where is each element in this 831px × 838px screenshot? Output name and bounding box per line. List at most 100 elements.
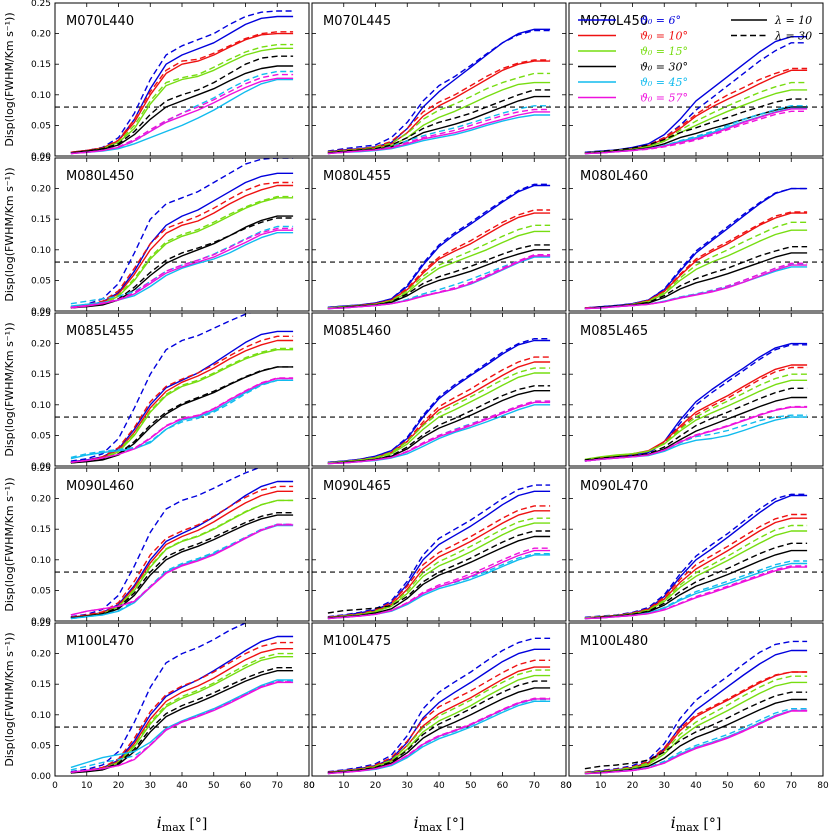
series-theta45-lambda30 <box>327 105 551 155</box>
series-theta10-lambda10 <box>327 666 551 773</box>
series-theta10-lambda30 <box>327 505 551 618</box>
y-tick-label: 0.10 <box>31 401 51 411</box>
y-tick-label: 0.10 <box>31 711 51 721</box>
panel-title: M070L440 <box>66 14 134 29</box>
panel-M070L445: M070L445 <box>311 2 567 157</box>
y-tick-label: 0.00 <box>31 462 51 472</box>
series-theta10-lambda30 <box>70 31 294 153</box>
panel-title: M100L475 <box>323 634 391 649</box>
series-theta57-lambda10 <box>327 401 551 465</box>
panel-title: M080L450 <box>66 169 134 184</box>
series-theta30-lambda10 <box>70 215 294 309</box>
y-tick-label: 0.00 <box>31 152 51 162</box>
series-theta15-lambda30 <box>327 72 551 153</box>
series-theta57-lambda30 <box>327 697 551 775</box>
series-theta57-lambda30 <box>70 681 294 773</box>
x-tick-label: 30 <box>659 781 671 791</box>
series-theta15-lambda10 <box>70 47 294 154</box>
series-theta6-lambda30 <box>327 637 551 773</box>
y-tick-label: 0.20 <box>31 495 51 505</box>
x-tick-label: 0 <box>566 781 572 791</box>
x-tick-label: 50 <box>208 781 220 791</box>
series-theta30-lambda10 <box>584 698 808 775</box>
series-theta6-lambda10 <box>327 648 551 773</box>
series-theta45-lambda10 <box>70 78 294 155</box>
x-tick-label: 60 <box>754 781 766 791</box>
y-tick-label: 0.25 <box>31 309 51 319</box>
series-theta30-lambda30 <box>584 691 808 770</box>
series-theta57-lambda10 <box>70 524 294 616</box>
x-axis-label: imax [°] <box>671 813 722 834</box>
series-theta6-lambda30 <box>327 29 551 152</box>
series-theta57-lambda30 <box>70 73 294 155</box>
x-tick-label: 70 <box>786 781 798 791</box>
y-tick-label: 0.25 <box>31 0 51 9</box>
series-theta10-lambda10 <box>584 69 808 154</box>
series-theta45-lambda30 <box>70 680 294 771</box>
y-tick-label: 0.20 <box>31 30 51 40</box>
series-theta45-lambda10 <box>584 266 808 310</box>
series-theta45-lambda30 <box>70 225 294 305</box>
series-theta57-lambda30 <box>327 400 551 465</box>
y-tick-label: 0.05 <box>31 586 51 596</box>
panel-title: M080L455 <box>323 169 391 184</box>
series-theta6-lambda30 <box>327 484 551 618</box>
y-tick-label: 0.05 <box>31 741 51 751</box>
panel-title: M080L460 <box>580 169 648 184</box>
series-theta30-lambda10 <box>584 106 808 155</box>
series-theta15-lambda30 <box>584 81 808 154</box>
series-theta57-lambda30 <box>327 547 551 620</box>
series-theta10-lambda30 <box>584 513 808 619</box>
series-theta10-lambda30 <box>584 671 808 773</box>
series-theta57-lambda30 <box>70 227 294 308</box>
y-tick-label: 0.25 <box>31 619 51 629</box>
panel-title: M100L470 <box>66 634 134 649</box>
series-theta15-lambda30 <box>70 347 294 464</box>
series-theta15-lambda30 <box>70 499 294 619</box>
legend-linestyle-label: λ = 10 <box>774 14 812 27</box>
series-theta6-lambda30 <box>584 187 808 309</box>
legend-entry: ϑ₀ = 30° <box>640 61 688 74</box>
y-tick-label: 0.25 <box>31 154 51 164</box>
series-theta45-lambda30 <box>584 708 808 775</box>
series-theta57-lambda30 <box>584 709 808 775</box>
series-theta57-lambda30 <box>70 377 294 463</box>
x-tick-label: 70 <box>529 781 541 791</box>
series-theta57-lambda30 <box>584 565 808 620</box>
legend-entry: ϑ₀ = 6° <box>640 14 681 27</box>
series-theta15-lambda30 <box>70 652 294 774</box>
panel-title: M070L445 <box>323 14 391 29</box>
series-theta45-lambda30 <box>70 70 294 155</box>
series-theta10-lambda30 <box>327 59 551 153</box>
series-theta30-lambda10 <box>70 514 294 619</box>
series-theta6-lambda10 <box>584 187 808 309</box>
legend: ϑ₀ = 6° ϑ₀ = 10° ϑ₀ = 15° ϑ₀ = 30° ϑ₀ = 45° ϑ… <box>578 14 812 105</box>
legend-entry: ϑ₀ = 45° <box>640 76 688 89</box>
series-theta15-lambda30 <box>327 224 551 309</box>
series-theta6-lambda10 <box>70 172 294 308</box>
x-tick-label: 10 <box>81 781 93 791</box>
series-theta30-lambda30 <box>70 512 294 619</box>
series-theta10-lambda10 <box>70 184 294 308</box>
series-theta6-lambda30 <box>327 183 551 308</box>
series-theta6-lambda10 <box>70 330 294 463</box>
x-tick-label: 10 <box>595 781 607 791</box>
series-theta57-lambda30 <box>584 110 808 155</box>
series-theta30-lambda30 <box>327 244 551 310</box>
x-tick-label: 30 <box>402 781 414 791</box>
series-theta6-lambda10 <box>584 342 808 462</box>
series-theta10-lambda10 <box>70 648 294 773</box>
panel-M085L460: M085L460 <box>311 312 567 467</box>
series-theta57-lambda10 <box>584 264 808 310</box>
series-theta10-lambda30 <box>327 209 551 309</box>
series-theta6-lambda10 <box>327 184 551 308</box>
series-theta15-lambda10 <box>584 379 808 460</box>
series-theta45-lambda30 <box>584 560 808 620</box>
series-theta6-lambda30 <box>584 42 808 153</box>
series-theta15-lambda10 <box>327 230 551 309</box>
y-tick-label: 0.05 <box>31 121 51 131</box>
series-theta45-lambda10 <box>70 231 294 307</box>
panel-M080L455: M080L455 <box>311 157 567 312</box>
